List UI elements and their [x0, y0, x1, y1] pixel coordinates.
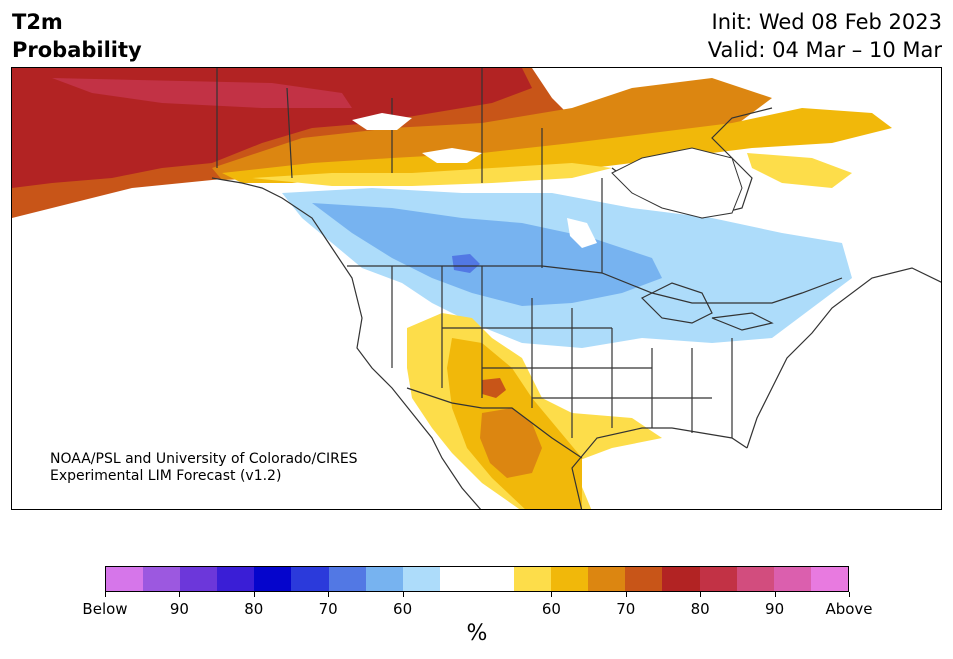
us-state-lines [391, 266, 733, 438]
colorbar-tick-label: 70 [318, 600, 338, 618]
colorbar-cell [365, 567, 403, 591]
region-below-70 [312, 203, 662, 306]
colorbar-cell [328, 567, 366, 591]
region-above-canada-gold [222, 108, 892, 183]
colorbar-tick-label: 60 [393, 600, 413, 618]
colorbar [105, 566, 849, 592]
colorbar-cell [625, 567, 663, 591]
colorbar-cell [439, 567, 477, 591]
colorbar-cell [476, 567, 515, 591]
credit-line-2: Experimental LIM Forecast (v1.2) [50, 468, 282, 484]
colorbar-tick-label: Above [825, 600, 873, 618]
region-above-sw-core [482, 378, 506, 398]
colorbar-cell [810, 567, 848, 591]
colorbar-cell [254, 567, 292, 591]
colorbar-cell [291, 567, 329, 591]
region-above-canada-amber [212, 78, 772, 180]
colorbar-tick-label: Below [82, 600, 128, 618]
us-mexico-border [406, 387, 583, 459]
colorbar-tick-mark [849, 592, 850, 597]
forecast-map: NOAA/PSL and University of Colorado/CIRE… [11, 67, 942, 510]
colorbar-tick-label: 60 [541, 600, 561, 618]
valid-dates: Valid: 04 Mar – 10 Mar [707, 38, 942, 62]
colorbar-tick-mark [551, 592, 553, 597]
title-line-2: Probability [12, 38, 142, 62]
region-above-canada-yellow [252, 163, 612, 186]
colorbar-cell [773, 567, 811, 591]
credit-text: NOAA/PSL and University of Colorado/CIRE… [50, 451, 358, 485]
great-slave-lake [422, 148, 482, 163]
hudson-bay-water [611, 147, 743, 219]
init-date: Init: Wed 08 Feb 2023 [711, 10, 942, 34]
great-lakes [640, 282, 774, 331]
colorbar-cell [143, 567, 181, 591]
colorbar-tick-mark [179, 592, 181, 597]
map-title: T2m Probability [12, 8, 142, 64]
colorbar-tick-label: 90 [169, 600, 189, 618]
map-svg [12, 68, 941, 509]
colorbar-tick-mark [328, 592, 330, 597]
colorbar-tick-label: 80 [244, 600, 264, 618]
colorbar-cell [588, 567, 626, 591]
region-above-hudson-yellow [747, 153, 852, 188]
colorbar-cell [699, 567, 737, 591]
colorbar-tick-label: 70 [616, 600, 636, 618]
colorbar-unit: % [466, 621, 488, 646]
region-above-alaska-rose [52, 78, 352, 108]
colorbar-cell [662, 567, 700, 591]
colorbar-tick-mark [105, 592, 106, 597]
colorbar-tick-mark [774, 592, 776, 597]
colorbar-cell [736, 567, 774, 591]
colorbar-cell [402, 567, 440, 591]
colorbar-cell [551, 567, 589, 591]
colorbar-tick-mark [700, 592, 702, 597]
forecast-dates: Init: Wed 08 Feb 2023 Valid: 04 Mar – 10… [708, 8, 942, 64]
coastline-gulf [571, 427, 748, 509]
coastline-pacific [211, 177, 482, 509]
region-above-sw-amber [480, 408, 542, 478]
colorbar-tick-label: 90 [765, 600, 785, 618]
credit-line-1: NOAA/PSL and University of Colorado/CIRE… [50, 451, 358, 467]
colorbar-tick-mark [253, 592, 255, 597]
colorbar-tick-label: 80 [690, 600, 710, 618]
colorbar-tick-mark [625, 592, 627, 597]
lake-winnipeg [567, 218, 597, 248]
colorbar-cell [217, 567, 255, 591]
colorbar-cell [106, 567, 144, 591]
colorbar-tick-mark [402, 592, 404, 597]
coastline-atlantic [746, 267, 941, 449]
title-line-1: T2m [12, 10, 63, 34]
canada-province-lines [286, 68, 603, 273]
great-bear-lake [352, 113, 412, 130]
colorbar-cell [180, 567, 218, 591]
region-below-80 [452, 254, 480, 273]
colorbar-cell [514, 567, 552, 591]
